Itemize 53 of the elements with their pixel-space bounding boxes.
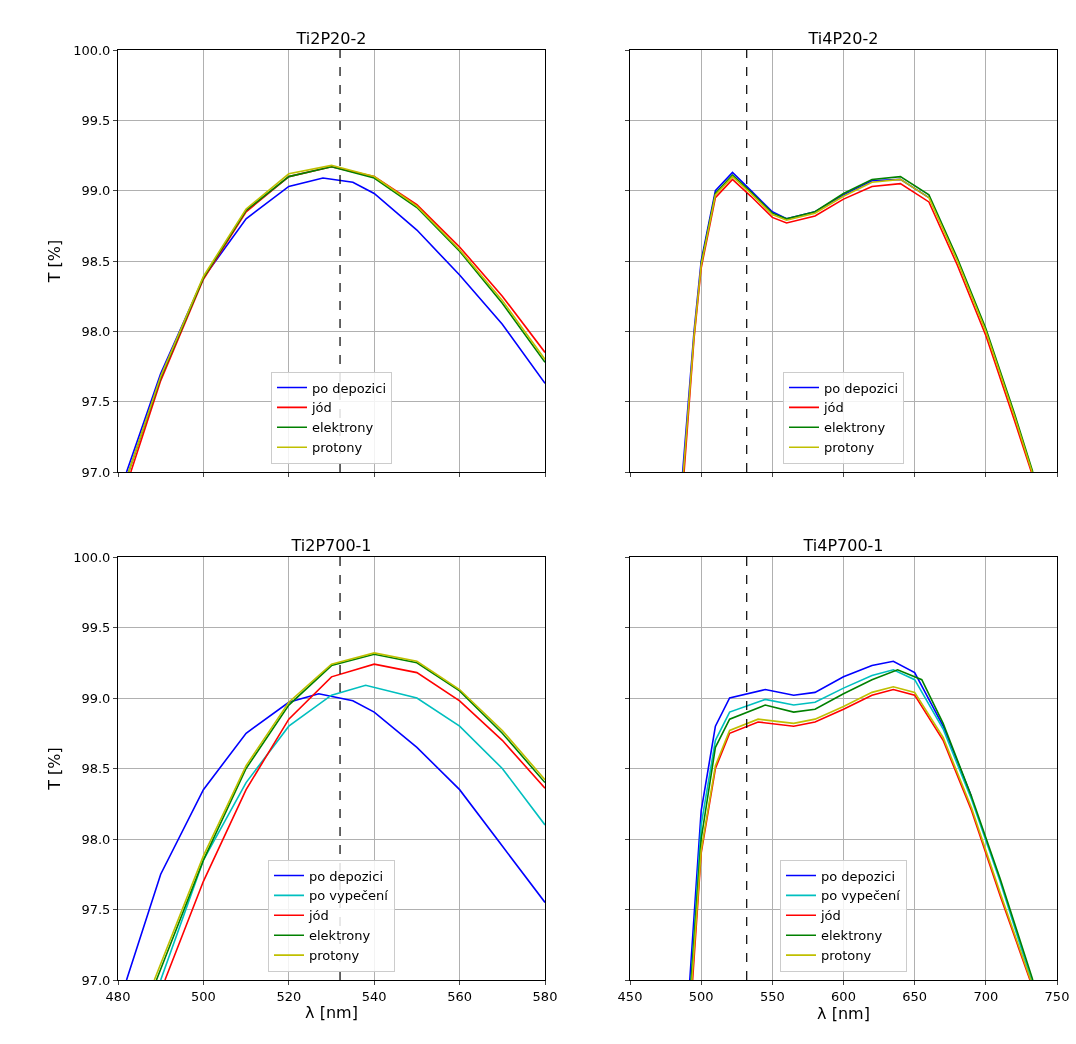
x-tick-label: 450: [617, 988, 643, 1004]
y-tick-label: 98.5: [81, 761, 111, 777]
chart-title: Ti4P20-2: [807, 29, 879, 48]
x-tick-label: 750: [1044, 988, 1070, 1004]
y-tick-label: 99.5: [81, 620, 111, 636]
y-tick-label: 99.0: [81, 690, 111, 706]
y-tick-label: 97.5: [81, 902, 111, 918]
legend-label: elektrony: [824, 420, 886, 436]
x-tick-label: 580: [532, 988, 558, 1004]
legend-label: elektrony: [312, 420, 374, 436]
x-axis-title: λ [nm]: [817, 1003, 870, 1023]
legend-label: jód: [820, 908, 841, 924]
legend-label: protony: [309, 948, 360, 964]
y-tick-label: 97.5: [81, 394, 111, 410]
legend-label: jód: [311, 400, 332, 416]
y-tick-label: 98.5: [81, 253, 111, 269]
legend-label: jód: [308, 908, 329, 924]
y-tick-label: 97.0: [81, 972, 111, 988]
x-tick-label: 520: [276, 988, 302, 1004]
x-axis-title: λ [nm]: [305, 1003, 358, 1023]
y-tick-label: 99.0: [81, 183, 111, 199]
chart-title: Ti2P700-1: [290, 536, 372, 555]
x-tick-label: 550: [759, 988, 785, 1004]
x-tick-label: 600: [831, 988, 856, 1004]
legend-label: po vypečení: [821, 888, 901, 904]
x-tick-label: 560: [447, 988, 473, 1004]
x-tick-label: 500: [688, 988, 714, 1004]
legend-label: po depozici: [824, 380, 898, 396]
legend-label: protony: [824, 440, 875, 456]
legend-label: po depozici: [821, 868, 895, 884]
x-tick-label: 480: [105, 988, 131, 1004]
y-tick-label: 98.0: [81, 831, 111, 847]
x-tick-label: 500: [190, 988, 216, 1004]
legend-label: po depozici: [309, 868, 383, 884]
legend-label: po depozici: [312, 380, 386, 396]
y-tick-label: 100.0: [73, 549, 111, 565]
y-tick-label: 98.0: [81, 323, 111, 339]
y-axis-title: T [%]: [45, 239, 65, 284]
y-tick-label: 100.0: [73, 42, 111, 58]
x-tick-label: 540: [361, 988, 387, 1004]
legend-label: jód: [823, 400, 844, 416]
chart-title: Ti2P20-2: [295, 29, 367, 48]
x-tick-label: 700: [973, 988, 999, 1004]
y-tick-label: 99.5: [81, 112, 111, 128]
y-tick-label: 97.0: [81, 464, 111, 480]
chart-title: Ti4P700-1: [802, 536, 884, 555]
legend-label: protony: [821, 948, 872, 964]
legend-label: elektrony: [309, 928, 371, 944]
legend-label: po vypečení: [309, 888, 389, 904]
legend-label: protony: [312, 440, 363, 456]
x-tick-label: 650: [902, 988, 928, 1004]
y-axis-title: T [%]: [45, 747, 65, 791]
legend-label: elektrony: [821, 928, 883, 944]
